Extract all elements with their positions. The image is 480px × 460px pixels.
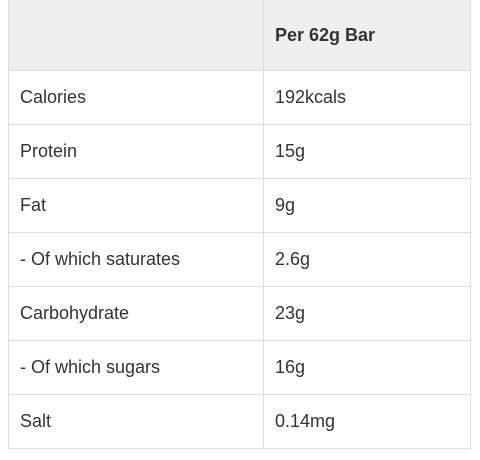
nutrient-amount-cell: 9g [263, 178, 471, 233]
nutrient-amount-cell: 2.6g [263, 232, 471, 287]
table-row: Salt 0.14mg [8, 394, 471, 449]
nutrient-amount-cell: 16g [263, 340, 471, 395]
nutrient-name-cell: Carbohydrate [8, 286, 264, 341]
nutrient-amount-cell: 23g [263, 286, 471, 341]
nutrient-amount-cell: 15g [263, 124, 471, 179]
nutrient-amount-cell: 0.14mg [263, 394, 471, 449]
nutrition-table: Per 62g Bar Calories 192kcals Protein 15… [8, 0, 471, 449]
table-row: Carbohydrate 23g [8, 286, 471, 341]
nutrient-name-cell: Salt [8, 394, 264, 449]
table-row: Protein 15g [8, 124, 471, 179]
table-row: - Of which sugars 16g [8, 340, 471, 395]
table-row: - Of which saturates 2.6g [8, 232, 471, 287]
nutrient-column-header [8, 0, 264, 71]
nutrient-name-cell: Fat [8, 178, 264, 233]
nutrient-name-cell: - Of which saturates [8, 232, 264, 287]
per-bar-column-header: Per 62g Bar [263, 0, 471, 71]
nutrient-name-cell: Protein [8, 124, 264, 179]
nutrient-name-cell: Calories [8, 70, 264, 125]
nutrient-amount-cell: 192kcals [263, 70, 471, 125]
table-row: Calories 192kcals [8, 70, 471, 125]
table-row: Fat 9g [8, 178, 471, 233]
nutrient-name-cell: - Of which sugars [8, 340, 264, 395]
table-header-row: Per 62g Bar [8, 0, 471, 71]
